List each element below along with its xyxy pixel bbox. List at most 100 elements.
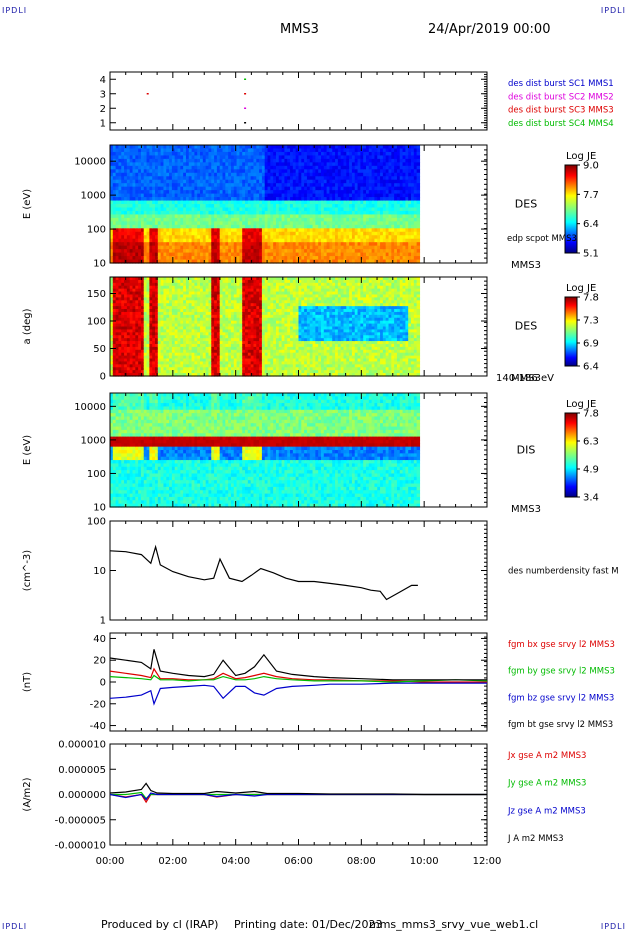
spectrogram-cell bbox=[396, 235, 401, 240]
spectrogram-cell bbox=[351, 186, 356, 191]
spectrogram-cell bbox=[205, 204, 210, 209]
footer-produced-by: Produced by cl (IRAP) bbox=[101, 918, 219, 931]
spectrogram-cell bbox=[270, 231, 274, 236]
spectrogram-cell bbox=[121, 158, 125, 163]
spectrogram-cell bbox=[388, 245, 392, 250]
spectrogram-cell bbox=[377, 210, 381, 216]
spectrogram-cell bbox=[256, 179, 260, 184]
spectrogram-cell bbox=[115, 326, 120, 331]
spectrogram-cell bbox=[411, 200, 415, 205]
spectrogram-cell bbox=[380, 224, 384, 229]
spectrogram-cell bbox=[171, 288, 176, 293]
spectrogram-cell bbox=[200, 169, 204, 174]
spectrogram-cell bbox=[110, 358, 114, 363]
spectrogram-cell bbox=[256, 245, 260, 250]
spectrogram-cell bbox=[287, 221, 291, 226]
spectrogram-cell bbox=[124, 172, 128, 177]
spectrogram-cell bbox=[360, 172, 364, 177]
spectrogram-cell bbox=[185, 326, 190, 331]
spectrogram-cell bbox=[371, 214, 376, 219]
spectrogram-cell bbox=[157, 358, 162, 363]
spectrogram-cell bbox=[332, 172, 336, 177]
spectrogram-cell bbox=[166, 277, 170, 281]
spectrogram-cell bbox=[357, 158, 361, 163]
spectrogram-cell bbox=[157, 259, 162, 264]
spectrogram-cell bbox=[405, 155, 409, 160]
spectrogram-cell bbox=[157, 162, 162, 167]
spectrogram-cell bbox=[416, 210, 421, 216]
spectrogram-cell bbox=[135, 338, 139, 342]
spectrogram-cell bbox=[132, 221, 136, 226]
spectrogram-cell bbox=[183, 364, 187, 368]
spectrogram-cell bbox=[329, 210, 333, 216]
spectrogram-cell bbox=[318, 228, 322, 233]
spectrogram-cell bbox=[183, 370, 187, 374]
spectrogram-cell bbox=[171, 291, 176, 296]
spectrogram-cell bbox=[191, 214, 195, 219]
spectrogram-cell bbox=[315, 252, 319, 257]
spectrogram-cell bbox=[200, 179, 204, 184]
spectrogram-cell bbox=[149, 165, 153, 170]
spectrogram-cell bbox=[140, 190, 145, 195]
spectrogram-cell bbox=[174, 317, 179, 322]
spectrogram-cell bbox=[185, 355, 190, 360]
spectrogram-cell bbox=[346, 217, 350, 222]
spectrogram-cell bbox=[126, 355, 131, 360]
spectrogram-cell bbox=[110, 197, 114, 202]
spectrogram-cell bbox=[391, 200, 395, 205]
spectrogram-cell bbox=[340, 210, 345, 216]
spectrogram-cell bbox=[146, 197, 150, 202]
spectrogram-cell bbox=[160, 277, 165, 281]
spectrogram-cell bbox=[135, 329, 139, 333]
spectrogram-cell bbox=[219, 256, 224, 261]
spectrogram-cell bbox=[222, 214, 226, 219]
spectrogram-cell bbox=[129, 165, 134, 170]
spectrogram-cell bbox=[391, 172, 395, 177]
spectrogram-cell bbox=[259, 145, 263, 150]
spectrogram-cell bbox=[208, 214, 212, 219]
spectrogram-cell bbox=[413, 214, 418, 219]
spectrogram-cell bbox=[298, 259, 302, 264]
spectrogram-cell bbox=[357, 238, 361, 243]
spectrogram-cell bbox=[256, 197, 260, 202]
colorbar-tick-label: 9.0 bbox=[583, 161, 599, 172]
spectrogram-cell bbox=[149, 297, 153, 301]
spectrogram-cell bbox=[124, 326, 128, 331]
spectrogram-cell bbox=[270, 148, 274, 153]
spectrogram-cell bbox=[110, 323, 114, 328]
spectrogram-cell bbox=[385, 197, 390, 202]
spectrogram-cell bbox=[185, 288, 190, 293]
spectrogram-cell bbox=[340, 242, 345, 247]
spectrogram-cell bbox=[112, 341, 117, 345]
spectrogram-cell bbox=[329, 228, 333, 233]
spectrogram-cell bbox=[312, 252, 316, 257]
spectrogram-cell bbox=[188, 165, 193, 170]
spectrogram-cell bbox=[219, 249, 224, 254]
spectrogram-cell bbox=[180, 228, 184, 233]
spectrogram-cell bbox=[132, 285, 136, 290]
spectrogram-cell bbox=[185, 221, 190, 226]
spectrogram-cell bbox=[278, 238, 283, 243]
spectrogram-cell bbox=[166, 162, 170, 167]
spectrogram-cell bbox=[149, 259, 153, 264]
spectrogram-cell bbox=[332, 165, 336, 170]
spectrogram-cell bbox=[335, 148, 339, 153]
spectrogram-cell bbox=[340, 224, 345, 229]
spectrogram-cell bbox=[351, 151, 356, 157]
spectrogram-cell bbox=[216, 158, 221, 163]
spectrogram-cell bbox=[343, 162, 347, 167]
spectrogram-cell bbox=[112, 349, 117, 354]
spectrogram-cell bbox=[295, 252, 300, 257]
spectrogram-cell bbox=[163, 165, 167, 170]
spectrogram-cell bbox=[110, 326, 114, 331]
spectrogram-cell bbox=[309, 190, 314, 195]
spectrogram-cell bbox=[360, 186, 364, 191]
spectrogram-cell bbox=[323, 145, 328, 150]
spectrogram-cell bbox=[326, 176, 331, 181]
spectrogram-cell bbox=[247, 162, 252, 167]
spectrogram-cell bbox=[121, 200, 125, 205]
spectrogram-cell bbox=[112, 300, 117, 304]
spectrogram-cell bbox=[357, 193, 361, 198]
spectrogram-cell bbox=[253, 186, 257, 191]
spectrogram-cell bbox=[160, 207, 165, 212]
